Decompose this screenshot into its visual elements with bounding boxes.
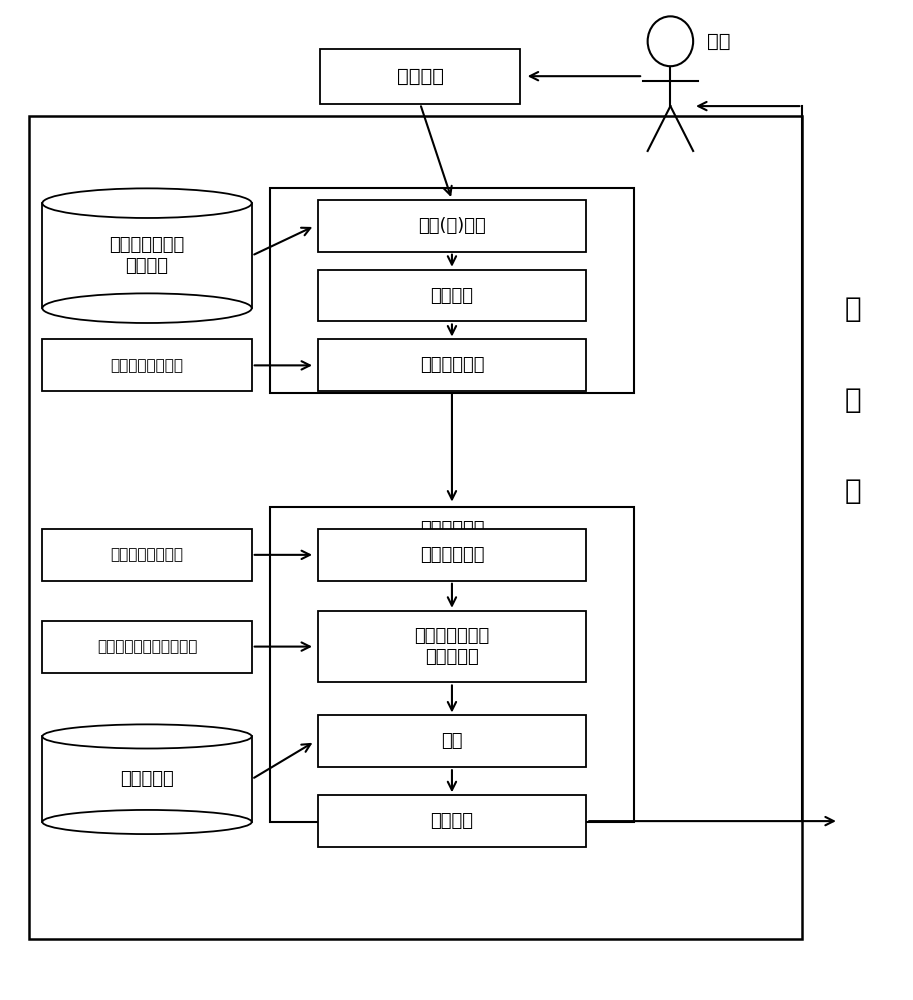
FancyBboxPatch shape [318,270,586,321]
Text: 评分: 评分 [441,732,463,750]
Text: 词性标注: 词性标注 [430,287,474,305]
Text: 答案与答卷语义
相似度计算: 答案与答卷语义 相似度计算 [415,627,489,666]
FancyBboxPatch shape [318,339,586,391]
FancyBboxPatch shape [28,116,803,939]
FancyBboxPatch shape [318,200,586,252]
Text: 成绩输出: 成绩输出 [430,812,474,830]
Ellipse shape [42,188,252,218]
Text: 答卷自动评分: 答卷自动评分 [420,520,484,538]
Text: 答卷输入: 答卷输入 [396,67,444,86]
FancyBboxPatch shape [318,715,586,767]
Text: 单字(词)获取: 单字(词)获取 [418,217,486,235]
Text: 答卷语义生成: 答卷语义生成 [420,546,484,564]
FancyBboxPatch shape [318,529,586,581]
FancyBboxPatch shape [42,736,252,822]
FancyBboxPatch shape [320,49,520,104]
FancyBboxPatch shape [42,203,252,308]
FancyBboxPatch shape [42,339,252,391]
Circle shape [647,16,693,66]
Text: 计

算

机: 计 算 机 [845,295,861,505]
FancyBboxPatch shape [318,795,586,847]
FancyBboxPatch shape [42,529,252,581]
Text: 答案答卷语义相似度算法: 答案答卷语义相似度算法 [97,639,197,654]
FancyBboxPatch shape [42,621,252,673]
Text: 考生: 考生 [707,32,730,51]
FancyBboxPatch shape [270,188,634,393]
FancyBboxPatch shape [318,611,586,682]
Ellipse shape [42,293,252,323]
Text: 本体元素标注: 本体元素标注 [420,356,484,374]
Text: 答卷语义生成步骤: 答卷语义生成步骤 [110,547,184,562]
FancyBboxPatch shape [270,507,634,822]
Text: 领域本体库: 领域本体库 [121,770,173,788]
Ellipse shape [42,724,252,749]
Ellipse shape [42,810,252,834]
Text: 答卷预处理: 答卷预处理 [425,201,478,219]
Text: 本体元素标注步骤: 本体元素标注步骤 [110,358,184,373]
Text: 语言词典与本体
同义词库: 语言词典与本体 同义词库 [110,236,184,275]
